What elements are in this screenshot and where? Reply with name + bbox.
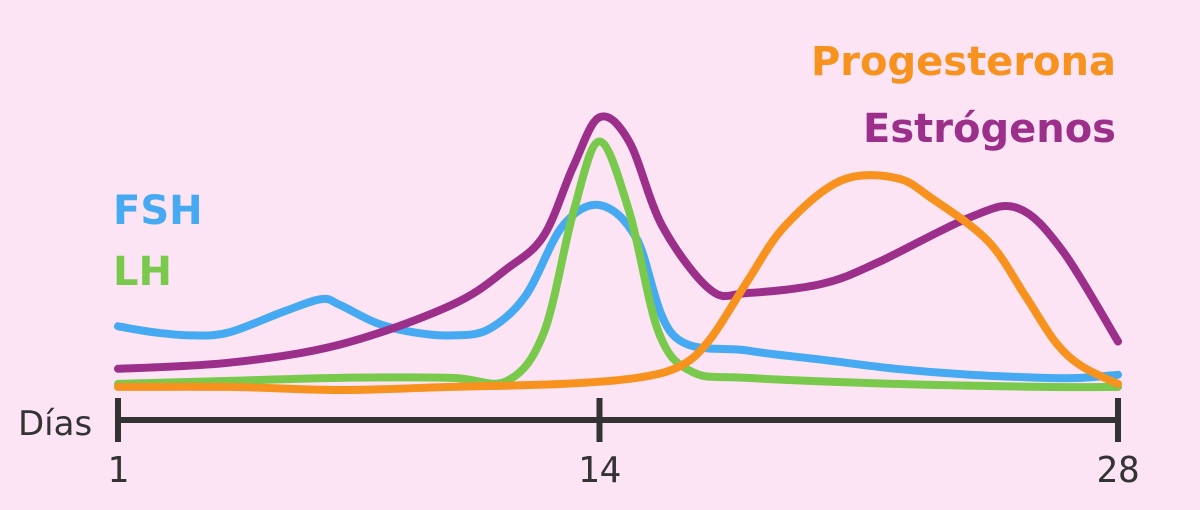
series-line-lh bbox=[114, 137, 1122, 392]
label-estrogenos: Estrógenos bbox=[863, 106, 1116, 152]
series-line-fsh bbox=[114, 200, 1122, 383]
series-lines bbox=[114, 112, 1122, 394]
label-lh: LH bbox=[113, 249, 172, 295]
label-progesterona: Progesterona bbox=[811, 39, 1116, 85]
x-tick-labels: 1 14 28 bbox=[107, 450, 1140, 491]
x-tick-marks bbox=[115, 398, 1121, 442]
x-tick-label: 28 bbox=[1096, 450, 1139, 491]
x-tick-label: 14 bbox=[578, 450, 621, 491]
series-line-progesterona bbox=[114, 171, 1122, 394]
label-fsh: FSH bbox=[113, 188, 203, 234]
x-tick-label: 1 bbox=[107, 450, 129, 491]
x-axis-label: Días bbox=[18, 404, 92, 444]
series-line-estrogenos bbox=[114, 112, 1122, 373]
